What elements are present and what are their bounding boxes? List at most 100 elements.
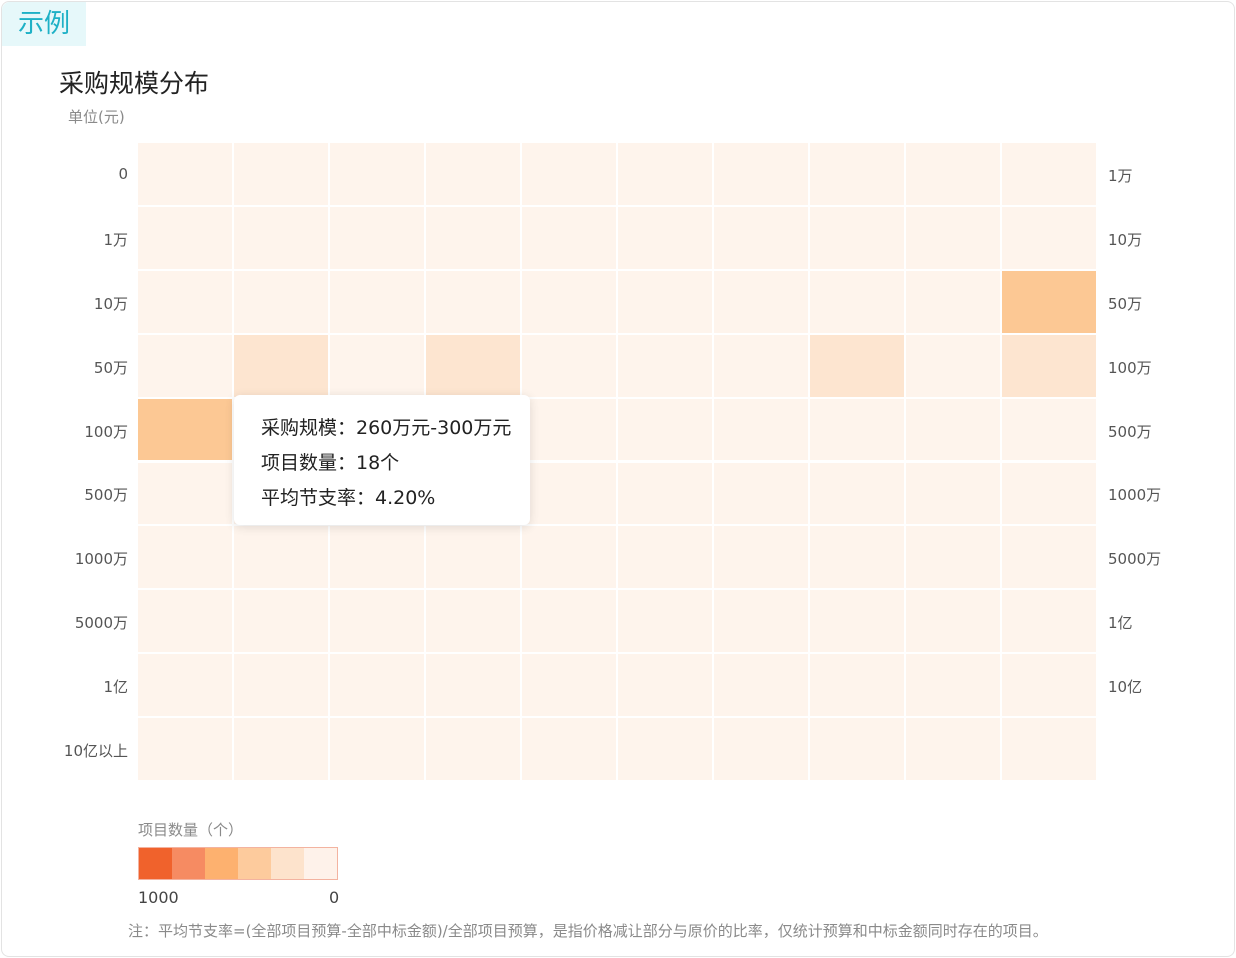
tooltip-scale: 采购规模：260万元-300万元: [261, 417, 512, 439]
heatmap-cell[interactable]: [714, 398, 808, 461]
heatmap-cell[interactable]: [330, 143, 424, 205]
heatmap-cell[interactable]: [1002, 654, 1096, 717]
heatmap-cell[interactable]: [1002, 334, 1096, 397]
heatmap-cell[interactable]: [714, 718, 808, 780]
heatmap-cell[interactable]: [138, 143, 232, 205]
heatmap-cell[interactable]: [138, 206, 232, 269]
heatmap-cell[interactable]: [138, 462, 232, 525]
heatmap-cell[interactable]: [426, 334, 520, 397]
heatmap-cell[interactable]: [906, 718, 1000, 780]
heatmap-cell[interactable]: [234, 526, 328, 589]
heatmap-cell[interactable]: [618, 590, 712, 653]
heatmap-cell[interactable]: [1002, 462, 1096, 525]
heatmap-cell[interactable]: [906, 398, 1000, 461]
heatmap-cell[interactable]: [522, 462, 616, 525]
heatmap-cell[interactable]: [906, 462, 1000, 525]
heatmap-cell[interactable]: [234, 334, 328, 397]
heatmap-cell[interactable]: [810, 590, 904, 653]
heatmap-cell[interactable]: [810, 526, 904, 589]
heatmap-cell[interactable]: [138, 398, 232, 461]
heatmap-cell[interactable]: [810, 270, 904, 333]
heatmap-cell[interactable]: [714, 206, 808, 269]
heatmap-cell[interactable]: [714, 462, 808, 525]
heatmap-cell[interactable]: [1002, 398, 1096, 461]
heatmap-cell[interactable]: [330, 526, 424, 589]
heatmap-cell[interactable]: [618, 143, 712, 205]
heatmap-cell[interactable]: [618, 718, 712, 780]
heatmap-cell[interactable]: [522, 654, 616, 717]
heatmap-cell[interactable]: [138, 718, 232, 780]
legend-swatch: [238, 848, 271, 879]
heatmap-cell[interactable]: [618, 462, 712, 525]
heatmap-cell[interactable]: [714, 143, 808, 205]
heatmap-cell[interactable]: [618, 654, 712, 717]
heatmap-cell[interactable]: [714, 334, 808, 397]
heatmap-cell[interactable]: [330, 654, 424, 717]
heatmap-cell[interactable]: [234, 654, 328, 717]
heatmap-cell[interactable]: [618, 206, 712, 269]
heatmap-cell[interactable]: [522, 270, 616, 333]
heatmap-cell[interactable]: [426, 270, 520, 333]
heatmap-cell[interactable]: [426, 590, 520, 653]
heatmap-cell[interactable]: [138, 654, 232, 717]
heatmap-cell[interactable]: [138, 526, 232, 589]
heatmap-cell[interactable]: [810, 462, 904, 525]
heatmap-cell[interactable]: [618, 526, 712, 589]
heatmap-cell[interactable]: [330, 206, 424, 269]
heatmap-cell[interactable]: [426, 526, 520, 589]
heatmap-cell[interactable]: [1002, 590, 1096, 653]
heatmap-cell[interactable]: [906, 526, 1000, 589]
heatmap-cell[interactable]: [906, 334, 1000, 397]
heatmap-cell[interactable]: [522, 718, 616, 780]
heatmap-cell[interactable]: [618, 334, 712, 397]
heatmap-cell[interactable]: [330, 334, 424, 397]
heatmap-cell[interactable]: [234, 718, 328, 780]
heatmap-cell[interactable]: [1002, 718, 1096, 780]
heatmap-cell[interactable]: [426, 654, 520, 717]
heatmap-cell[interactable]: [906, 654, 1000, 717]
heatmap-cell[interactable]: [234, 270, 328, 333]
heatmap-cell[interactable]: [234, 590, 328, 653]
heatmap-cell[interactable]: [426, 143, 520, 205]
heatmap-cell[interactable]: [714, 654, 808, 717]
heatmap-cell[interactable]: [522, 334, 616, 397]
heatmap-cell[interactable]: [330, 590, 424, 653]
heatmap-cell[interactable]: [1002, 206, 1096, 269]
heatmap-cell[interactable]: [426, 718, 520, 780]
heatmap-cell[interactable]: [522, 526, 616, 589]
heatmap-cell[interactable]: [714, 590, 808, 653]
heatmap-cell[interactable]: [138, 334, 232, 397]
heatmap-cell[interactable]: [522, 206, 616, 269]
example-tag: 示例: [2, 2, 86, 46]
heatmap-cell[interactable]: [714, 526, 808, 589]
heatmap-cell[interactable]: [138, 270, 232, 333]
heatmap-cell[interactable]: [714, 270, 808, 333]
heatmap-cell[interactable]: [522, 590, 616, 653]
heatmap-cell[interactable]: [906, 143, 1000, 205]
heatmap-cell[interactable]: [426, 206, 520, 269]
heatmap-cell[interactable]: [810, 334, 904, 397]
heatmap-cell[interactable]: [522, 398, 616, 461]
heatmap-cell[interactable]: [810, 143, 904, 205]
heatmap-cell[interactable]: [234, 143, 328, 205]
heatmap-cell[interactable]: [330, 718, 424, 780]
heatmap-cell[interactable]: [810, 654, 904, 717]
heatmap-cell[interactable]: [522, 143, 616, 205]
heatmap-cell[interactable]: [1002, 270, 1096, 333]
heatmap-cell[interactable]: [906, 270, 1000, 333]
heatmap-cell[interactable]: [810, 718, 904, 780]
heatmap-cell[interactable]: [906, 206, 1000, 269]
heatmap-cell[interactable]: [1002, 526, 1096, 589]
heatmap-cell[interactable]: [618, 398, 712, 461]
heatmap-cell[interactable]: [906, 590, 1000, 653]
heatmap-cell[interactable]: [138, 590, 232, 653]
heatmap-cell[interactable]: [330, 270, 424, 333]
heatmap-cell[interactable]: [234, 206, 328, 269]
heatmap-cell[interactable]: [1002, 143, 1096, 205]
y-right-tick-label: 100万: [1108, 358, 1152, 377]
heatmap-cell[interactable]: [618, 270, 712, 333]
y-right-tick-label: 500万: [1108, 422, 1152, 441]
heatmap-cell[interactable]: [810, 206, 904, 269]
heatmap-cell[interactable]: [810, 398, 904, 461]
tooltip-count: 项目数量：18个: [261, 452, 400, 474]
